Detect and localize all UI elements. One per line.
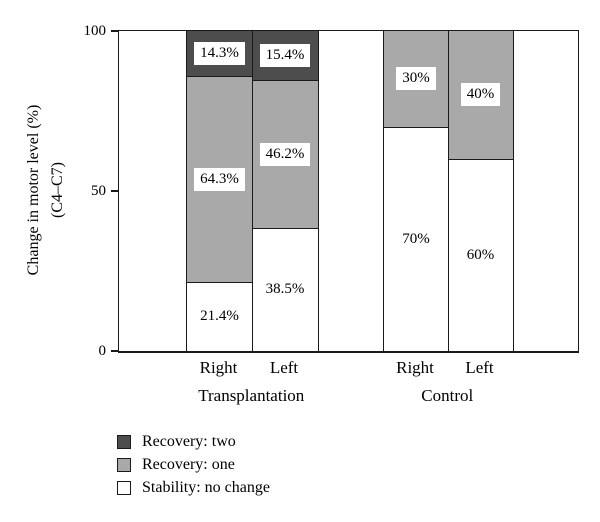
legend-item: Stability: no change [117, 479, 270, 496]
bar-control-right: 30% 70% [383, 31, 449, 351]
bar-segment: 38.5% [252, 228, 318, 351]
bar-segment: 46.2% [252, 80, 318, 229]
x-tick-label: Left [269, 358, 299, 377]
bar-segment: 60% [448, 159, 513, 351]
legend-label: Stability: no change [142, 479, 270, 496]
bar-segment: 15.4% [252, 31, 318, 81]
bar-segment-label: 40% [460, 83, 501, 107]
bar-segment: 64.3% [187, 77, 252, 283]
legend-item: Recovery: one [117, 456, 270, 473]
legend-label: Recovery: two [142, 433, 236, 450]
bar-segment-label: 15.4% [259, 43, 311, 67]
bar-segment: 30% [384, 31, 448, 128]
bar-segment: 14.3% [187, 31, 252, 78]
legend-label: Recovery: one [142, 456, 235, 473]
bar-segment-label: 46.2% [259, 142, 311, 166]
bar-transplantation-right: 14.3% 64.3% 21.4% [186, 31, 253, 351]
x-tick-label: Right [199, 358, 238, 377]
bar-segment-label: 64.3% [194, 168, 245, 192]
y-tick-label: 0 [98, 343, 107, 359]
bar-segment-label: 14.3% [194, 42, 245, 66]
y-axis-label-line1: Change in motor level (%) [25, 104, 42, 276]
legend-swatch [117, 480, 131, 495]
bar-segment-label: 38.5% [265, 281, 305, 298]
legend-swatch [117, 457, 131, 472]
y-tick-mark [111, 350, 119, 352]
bar-segment-label: 30% [396, 67, 436, 91]
bar-segment-label: 70% [402, 230, 430, 247]
bar-segment: 70% [384, 127, 448, 351]
legend-item: Recovery: two [117, 433, 270, 450]
y-tick-mark [111, 190, 119, 192]
plot-area: 14.3% 64.3% 21.4% 15.4% 46.2% 38.5% 30% 70% 40% 6… [118, 30, 579, 353]
y-tick-label: 50 [91, 183, 106, 199]
x-tick-label: Right [396, 358, 434, 377]
group-label: Transplantation [198, 386, 305, 405]
bar-segment: 21.4% [187, 282, 252, 351]
y-tick-mark [111, 30, 119, 32]
y-tick-label: 100 [83, 23, 107, 39]
bar-segment-label: 21.4% [200, 308, 239, 325]
legend: Recovery: two Recovery: one Stability: no … [117, 433, 270, 502]
group-label: Control [421, 386, 474, 405]
bar-control-left: 40% 60% [447, 31, 514, 351]
bar-segment-label: 60% [466, 246, 495, 263]
bar-segment: 40% [448, 31, 513, 160]
bar-transplantation-left: 15.4% 46.2% 38.5% [251, 31, 319, 351]
x-tick-label: Left [465, 358, 494, 377]
legend-swatch [117, 434, 131, 449]
